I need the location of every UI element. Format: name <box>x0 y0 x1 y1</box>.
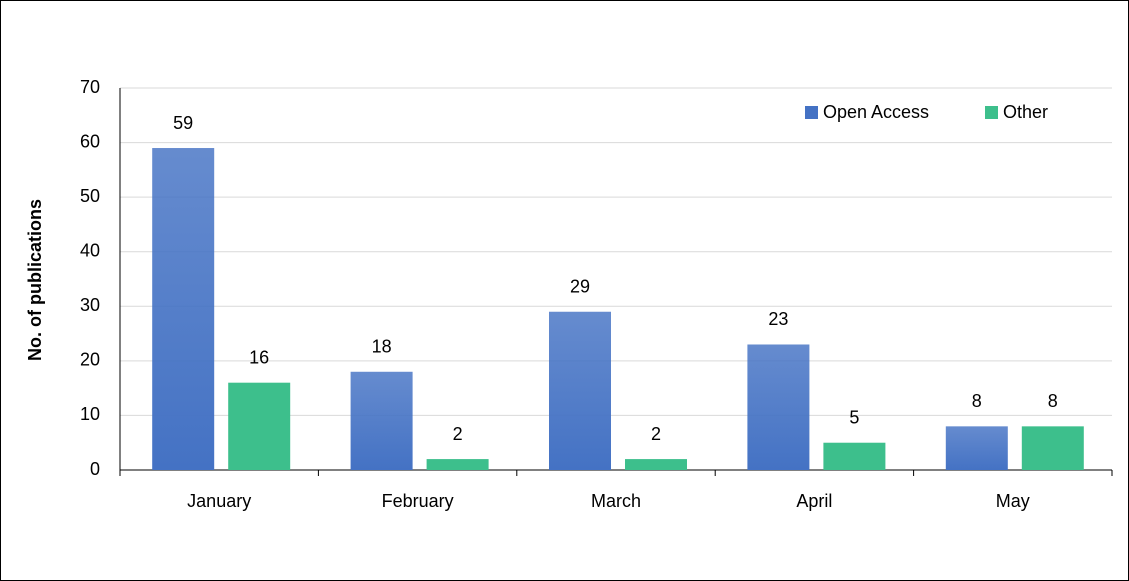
bar <box>823 442 886 470</box>
bar <box>747 344 810 470</box>
bar <box>1021 426 1084 470</box>
y-tick-label: 60 <box>80 131 100 151</box>
y-tick-label: 20 <box>80 350 100 370</box>
data-label: 8 <box>1048 391 1058 411</box>
x-tick-label: January <box>187 491 251 511</box>
data-label: 16 <box>249 347 269 367</box>
data-label: 5 <box>849 407 859 427</box>
bar <box>228 382 291 470</box>
y-tick-label: 0 <box>90 459 100 479</box>
bar <box>549 311 611 470</box>
bar <box>945 426 1008 470</box>
x-tick-label: May <box>996 491 1030 511</box>
bar <box>350 371 413 470</box>
y-axis-label: No. of publications <box>25 199 45 361</box>
data-label: 2 <box>651 424 661 444</box>
legend-label: Other <box>1003 102 1048 122</box>
y-tick-label: 70 <box>80 77 100 97</box>
legend-box <box>765 96 1095 130</box>
data-label: 2 <box>453 424 463 444</box>
bar <box>426 459 489 470</box>
data-label: 29 <box>570 276 590 296</box>
y-tick-label: 10 <box>80 404 100 424</box>
legend-swatch <box>805 106 818 119</box>
data-label: 59 <box>173 113 193 133</box>
x-tick-label: April <box>796 491 832 511</box>
data-label: 23 <box>768 309 788 329</box>
bar <box>625 459 687 470</box>
x-tick-label: March <box>591 491 641 511</box>
y-tick-label: 40 <box>80 240 100 260</box>
y-tick-label: 50 <box>80 186 100 206</box>
legend-swatch <box>985 106 998 119</box>
data-label: 8 <box>972 391 982 411</box>
y-tick-label: 30 <box>80 295 100 315</box>
x-tick-label: February <box>382 491 454 511</box>
bar <box>152 148 215 470</box>
data-label: 18 <box>372 337 392 357</box>
legend-label: Open Access <box>823 102 929 122</box>
